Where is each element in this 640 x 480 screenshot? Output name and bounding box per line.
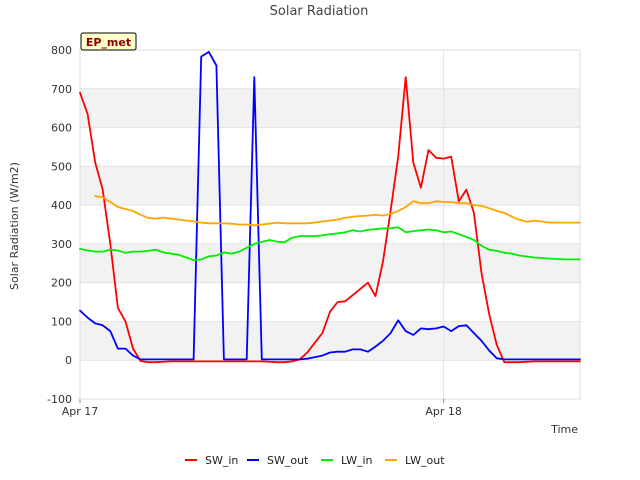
band-700-800 (80, 50, 580, 89)
plot-border (79, 49, 581, 400)
x-tick-label: Apr 17 (62, 405, 99, 418)
gridlines (79, 49, 581, 400)
ep-met-tag-label: EP_met (86, 36, 131, 49)
y-tick-label: 600 (51, 122, 72, 135)
y-tick-label: 400 (51, 199, 72, 212)
series-line-sw-out (79, 51, 581, 361)
x-tick-label: Apr 18 (425, 405, 462, 418)
band-400-500 (80, 166, 580, 206)
band--100-0 (80, 360, 580, 399)
ep-met-tag-box (80, 32, 137, 51)
y-axis-title: Solar Radiation (W/m2) (8, 162, 21, 290)
legend-label-lw-in: LW_in (341, 454, 373, 467)
background-bands (80, 50, 580, 399)
band-500-600 (80, 127, 580, 167)
y-tick-label: 300 (51, 238, 72, 251)
band-300-400 (80, 205, 580, 244)
y-tick-label: 100 (51, 315, 72, 328)
series-line-lw-out (94, 195, 581, 227)
band-600-700 (80, 88, 580, 128)
series-line-lw-in (79, 226, 581, 262)
series-lines (79, 51, 581, 364)
legend-label-sw-out: SW_out (267, 454, 309, 467)
y-tick-label: 800 (51, 44, 72, 57)
y-tick-label: 700 (51, 83, 72, 96)
band-0-100 (80, 321, 580, 361)
ep-met-tag: EP_met (80, 32, 137, 51)
y-tick-label: 200 (51, 277, 72, 290)
legend-label-sw-in: SW_in (205, 454, 238, 467)
chart-title: Solar Radiation (270, 4, 369, 19)
y-tick-label: -100 (47, 393, 72, 406)
legend-label-lw-out: LW_out (405, 454, 445, 467)
y-axis-ticks: -100 0 100 200 300 400 500 600 700 800 (47, 44, 72, 406)
band-100-200 (80, 282, 580, 322)
x-axis-title: Time (550, 423, 578, 436)
legend: SW_in SW_out LW_in LW_out (185, 454, 445, 467)
x-axis-ticks: Apr 17 Apr 18 (62, 399, 462, 418)
y-tick-label: 0 (65, 354, 72, 367)
y-tick-label: 500 (51, 160, 72, 173)
